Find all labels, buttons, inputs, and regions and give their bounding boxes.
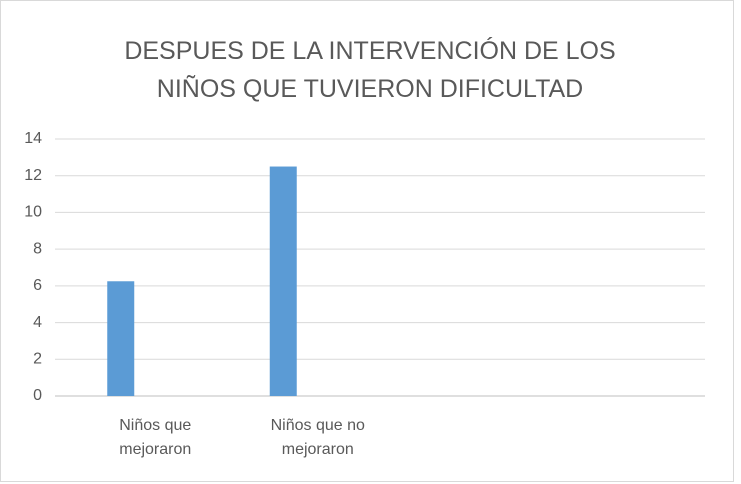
x-tick-label: Niños que no mejoraron: [270, 417, 365, 458]
y-tick-label: 4: [33, 314, 42, 331]
y-tick-label: 0: [33, 387, 42, 404]
y-tick-label: 14: [24, 130, 42, 147]
chart-title: DESPUES DE LA INTERVENCIÓN DE LOS NIÑOS …: [124, 37, 616, 103]
y-tick-label: 10: [24, 204, 42, 221]
y-tick-label: 8: [33, 240, 42, 257]
x-tick-label: Niños que mejoraron: [119, 417, 192, 458]
y-tick-label: 6: [33, 277, 42, 294]
bar: [269, 166, 297, 396]
y-tick-label: 2: [33, 351, 42, 368]
y-tick-label: 12: [24, 167, 42, 184]
bar: [107, 281, 135, 396]
